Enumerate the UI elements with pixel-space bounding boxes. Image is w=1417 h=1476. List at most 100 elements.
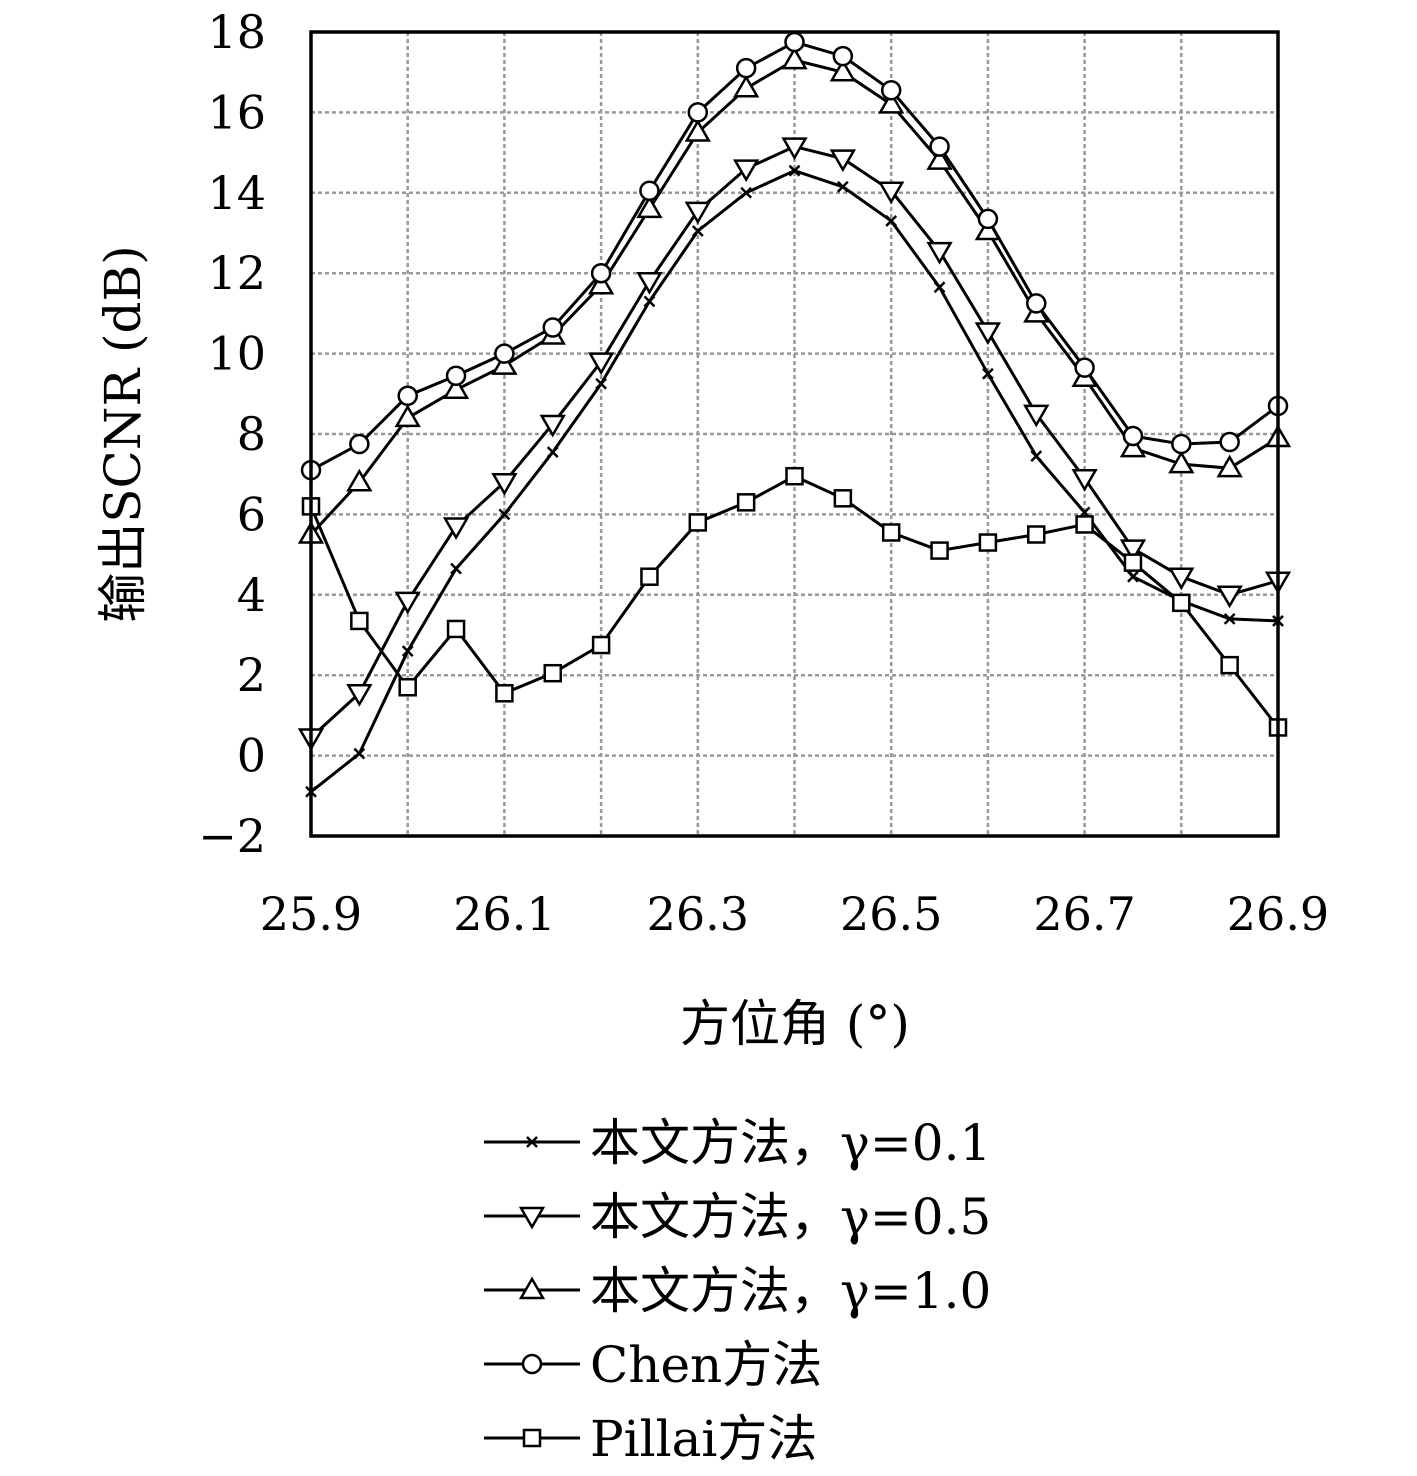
data-point-square [543, 663, 562, 683]
y-tick-label: 2 [237, 648, 266, 702]
y-tick-label: 6 [237, 487, 266, 541]
data-point-triangle-down [684, 201, 711, 225]
data-point-square [1075, 515, 1094, 534]
data-point-x [836, 180, 849, 193]
data-point-triangle-down [829, 149, 857, 173]
y-tick-label: −2 [198, 809, 266, 863]
data-point-x [788, 164, 801, 177]
data-point-triangle-down [346, 684, 373, 707]
data-point-circle [977, 208, 999, 230]
data-point-triangle-down [878, 181, 905, 205]
data-point-square [688, 513, 708, 532]
data-point-square [640, 567, 659, 586]
data-point-square [522, 1428, 542, 1448]
data-point-circle [735, 57, 757, 79]
data-point-triangle-up [732, 74, 760, 98]
data-point-x [691, 225, 704, 237]
data-point-x [1127, 570, 1139, 583]
legend-label: 本文方法，γ=0.1 [590, 1114, 991, 1172]
data-point-circle [445, 365, 467, 386]
data-point-triangle-up [518, 1276, 546, 1300]
data-point-x [498, 508, 511, 521]
x-tick-label: 26.9 [1227, 887, 1329, 941]
data-point-square [736, 493, 756, 512]
x-tick-labels: 25.9 26.1 26.3 26.5 26.7 26.9 [260, 887, 1329, 941]
data-point-circle [1074, 357, 1095, 378]
data-point-circle [1219, 431, 1240, 453]
data-point-triangle-down [442, 517, 470, 540]
data-point-circle [349, 433, 370, 455]
data-point-circle [494, 343, 515, 364]
data-point-triangle-down [1216, 585, 1243, 609]
data-point-triangle-up [636, 195, 663, 219]
data-point-circle [784, 31, 805, 53]
data-point-square [350, 611, 369, 631]
data-point-x [1223, 613, 1236, 625]
grid [311, 32, 1278, 836]
data-point-circle [929, 136, 950, 157]
series-5 [301, 466, 1288, 737]
legend-item: 本文方法，γ=0.5 [484, 1188, 991, 1246]
data-point-triangle-up [1119, 434, 1147, 458]
data-point-square [1220, 655, 1239, 675]
data-point-square [881, 523, 901, 542]
data-point-triangle-down [781, 137, 808, 161]
x-tick-label: 26.1 [453, 887, 555, 941]
data-point-triangle-down [974, 322, 1002, 345]
data-point-triangle-down [732, 159, 760, 183]
legend-item: Chen方法 [484, 1336, 822, 1394]
data-point-triangle-down [1071, 468, 1098, 492]
legend-label: Pillai方法 [590, 1410, 817, 1468]
data-point-x [933, 281, 946, 294]
data-point-circle [521, 1353, 543, 1375]
data-point-square [833, 489, 853, 508]
series-1 [305, 164, 1284, 798]
data-point-x [401, 645, 414, 657]
y-tick-label: 16 [207, 85, 266, 139]
y-tick-label: 18 [207, 5, 266, 59]
data-point-circle [1171, 433, 1192, 455]
data-point-triangle-down [636, 271, 663, 295]
legend: 本文方法，γ=0.1 本文方法，γ=0.5 本文方法，γ=1.0 Chen方法 Pill… [484, 1114, 991, 1468]
data-point-triangle-up [684, 119, 711, 142]
x-tick-label: 25.9 [260, 887, 362, 941]
x-tick-label: 26.7 [1033, 887, 1135, 941]
series-layer [297, 31, 1292, 798]
data-point-triangle-up [926, 147, 953, 170]
data-point-triangle-up [491, 352, 518, 375]
data-point-square [495, 684, 514, 703]
y-tick-label: 10 [207, 327, 266, 381]
data-point-square [1123, 553, 1143, 572]
data-point-circle [1026, 293, 1047, 314]
data-point-square [930, 541, 949, 560]
data-point-circle [590, 262, 612, 284]
legend-label: 本文方法，γ=0.5 [590, 1188, 991, 1246]
data-point-circle [880, 80, 902, 101]
data-point-x [546, 446, 559, 458]
data-point-triangle-up [346, 468, 373, 492]
data-point-square [1172, 593, 1191, 613]
x-tick-label: 26.5 [840, 887, 942, 941]
data-point-triangle-up [442, 376, 470, 400]
y-axis-title: 输出SCNR (dB) [94, 245, 152, 623]
data-point-triangle-up [1168, 450, 1195, 474]
data-point-x [740, 186, 753, 199]
y-tick-label: 12 [207, 246, 266, 300]
data-point-square [591, 635, 611, 655]
data-point-circle [1122, 425, 1144, 447]
data-point-triangle-up [1216, 454, 1243, 478]
y-tick-label: 8 [237, 407, 266, 461]
data-point-circle [542, 317, 563, 338]
data-point-x [595, 377, 607, 390]
y-tick-labels: −2 0 2 4 6 8 10 12 14 16 18 [198, 5, 266, 863]
data-point-x [982, 367, 994, 380]
data-point-triangle-up [394, 404, 421, 428]
data-point-square [978, 533, 998, 552]
data-point-x [526, 1136, 538, 1148]
legend-item: 本文方法，γ=1.0 [484, 1262, 991, 1320]
data-point-square [446, 619, 466, 639]
y-tick-label: 4 [237, 568, 266, 622]
x-tick-label: 26.3 [647, 887, 749, 941]
data-point-x [450, 562, 462, 575]
legend-label: 本文方法，γ=1.0 [590, 1262, 991, 1320]
